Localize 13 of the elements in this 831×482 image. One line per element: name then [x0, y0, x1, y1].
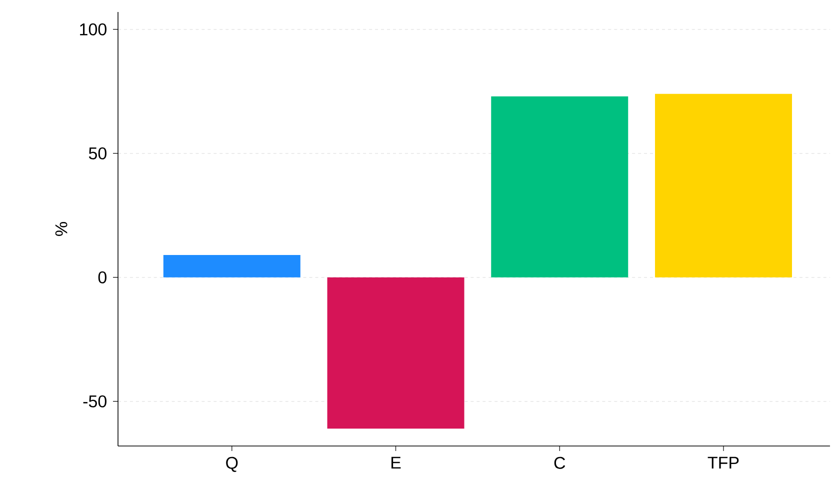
- y-tick-label: 50: [88, 147, 106, 160]
- x-tick-label: Q: [226, 456, 238, 472]
- y-tick-label: 0: [98, 271, 106, 284]
- bar: [654, 94, 792, 278]
- x-tick-label: TFP: [708, 456, 739, 469]
- y-axis-title: %: [55, 222, 68, 236]
- y-tick-label: 100: [80, 23, 106, 36]
- bar: [163, 255, 300, 278]
- bar: [327, 277, 464, 429]
- x-tick-label: C: [554, 456, 566, 469]
- x-tick-label: E: [391, 456, 401, 469]
- y-tick-label: -50: [83, 395, 106, 408]
- bar: [491, 96, 628, 278]
